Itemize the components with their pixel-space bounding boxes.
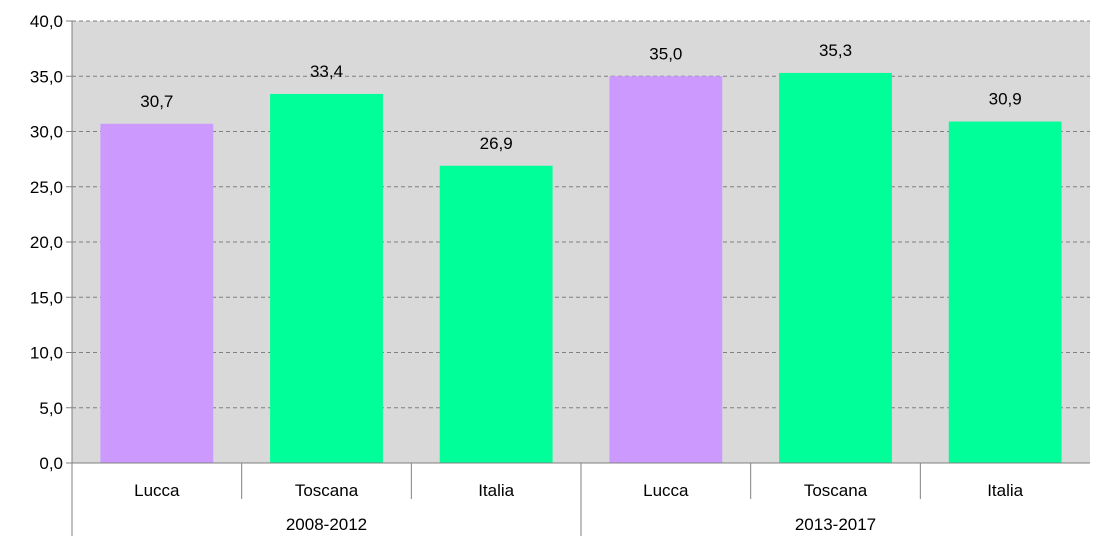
gridlines — [72, 20, 1090, 409]
data-label: 30,7 — [140, 92, 173, 111]
data-labels: 30,7 33,4 26,9 35,0 35,3 30,9 — [140, 41, 1021, 153]
x-axis: Lucca Toscana Italia Lucca Toscana Italia 2008… — [72, 462, 1090, 536]
y-tick-label: 30,0 — [30, 123, 63, 142]
data-label: 33,4 — [310, 62, 343, 81]
group-label: 2008-2012 — [286, 515, 367, 534]
group-label: 2013-2017 — [795, 515, 876, 534]
y-tick-label: 10,0 — [30, 344, 63, 363]
data-label: 35,3 — [819, 41, 852, 60]
bar — [948, 121, 1062, 464]
y-tick-label: 35,0 — [30, 67, 63, 86]
category-label: Lucca — [643, 481, 689, 500]
bar — [100, 123, 214, 463]
data-label: 35,0 — [649, 44, 682, 63]
y-tick-label: 5,0 — [39, 399, 63, 418]
plot-area — [72, 21, 1090, 463]
bars — [100, 72, 1062, 464]
y-tick-label: 25,0 — [30, 178, 63, 197]
bar — [779, 72, 892, 463]
category-label: Italia — [987, 481, 1023, 500]
y-tick-label: 20,0 — [30, 233, 63, 252]
y-tick-label: 0,0 — [39, 454, 63, 473]
y-tick-label: 15,0 — [30, 288, 63, 307]
bar — [270, 93, 383, 464]
y-axis: 0,0 5,0 10,0 15,0 20,0 25,0 30,0 35,0 40,0 — [30, 12, 73, 536]
y-tick-label: 40,0 — [30, 12, 63, 31]
data-label: 30,9 — [989, 90, 1022, 109]
category-label: Lucca — [134, 481, 180, 500]
category-label: Toscana — [804, 481, 868, 500]
bar — [609, 76, 723, 463]
data-label: 26,9 — [480, 134, 513, 153]
bar — [439, 165, 553, 463]
category-label: Toscana — [295, 481, 359, 500]
category-label: Italia — [478, 481, 514, 500]
